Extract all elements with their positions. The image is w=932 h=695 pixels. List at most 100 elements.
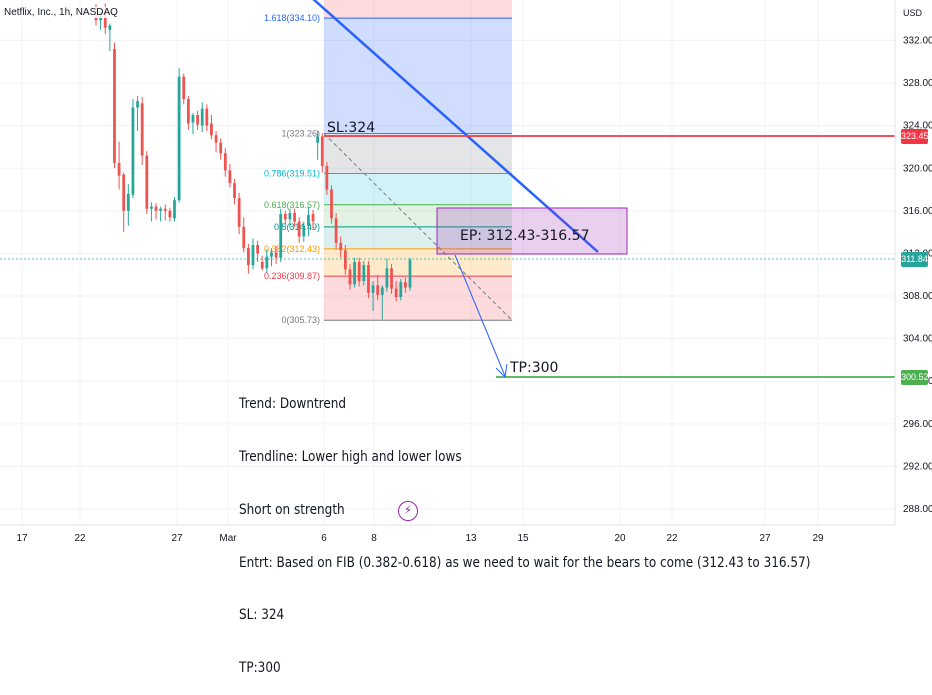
current-price-badge: 311.84 <box>901 252 928 267</box>
candle-body <box>265 256 269 269</box>
candle-body <box>380 287 384 295</box>
candle-body <box>200 108 204 126</box>
candle-body <box>293 212 296 222</box>
candle-body <box>357 261 361 282</box>
candle-body <box>348 269 352 285</box>
candle-body <box>367 265 370 293</box>
drawings[interactable]: SL:324 EP: 312.43-316.57 TP:300 <box>0 0 895 379</box>
candle-body <box>246 248 250 266</box>
x-tick-label: 22 <box>666 533 678 544</box>
x-tick-label: 29 <box>812 533 824 544</box>
candle-body <box>302 225 306 237</box>
candle-body <box>103 10 107 28</box>
candle-body <box>408 259 412 288</box>
fib-zone <box>324 204 512 227</box>
candle-body <box>316 136 320 143</box>
candle-body <box>371 285 375 293</box>
candle-body <box>256 244 260 254</box>
projection-arrow-head <box>495 363 508 379</box>
price-chart[interactable]: 1.618(334.10) 1(323.26) 0.786(319.51) 0.618… <box>0 0 932 550</box>
x-tick-label: Mar <box>219 533 237 544</box>
candle-body <box>205 108 209 126</box>
candle-body <box>297 221 301 237</box>
candle-body <box>233 183 236 199</box>
candle-body <box>182 76 186 100</box>
projection-arrow-line[interactable] <box>454 254 506 377</box>
fib-trend-line <box>323 133 513 321</box>
entry-zone-box[interactable] <box>436 207 628 255</box>
fib-zone <box>324 173 512 205</box>
candle-body <box>339 242 343 251</box>
currency-label: USD <box>903 8 923 18</box>
y-tick-label: 304.00 <box>903 334 932 345</box>
candle-body <box>237 198 241 227</box>
candle-body <box>279 214 283 258</box>
candle-body <box>186 99 190 124</box>
candle-body <box>177 76 181 201</box>
note-line: SL: 324 <box>239 607 285 624</box>
y-tick-label: 320.00 <box>903 163 932 174</box>
candle-body <box>150 206 153 209</box>
candle-body <box>228 170 232 184</box>
fib-zone <box>324 18 512 134</box>
sl-label: SL:324 <box>327 120 375 136</box>
candle-body <box>140 103 144 156</box>
candle-body <box>362 265 366 282</box>
candle-body <box>168 210 172 218</box>
candle-body <box>403 282 407 288</box>
fib-level-label: 0.382(312.43) <box>264 244 320 254</box>
lightning-icon[interactable]: ⚡ <box>398 501 418 521</box>
candle-body <box>334 218 338 243</box>
candle-body <box>191 115 195 123</box>
y-tick-label: 332.00 <box>903 35 932 46</box>
y-axis-background <box>895 0 932 550</box>
trade-notes: Trend: Downtrend Trendline: Lower high a… <box>239 361 810 695</box>
candle-body <box>270 252 273 257</box>
candle-body <box>113 48 116 163</box>
candle-body <box>159 208 163 211</box>
candle-body <box>126 193 130 211</box>
note-line: Trendline: Lower high and lower lows <box>239 448 462 465</box>
candle-body <box>219 142 223 154</box>
note-line: Short on strength <box>239 501 345 518</box>
candle-body <box>108 25 112 30</box>
fib-level-label: 0.5(314.49) <box>274 222 320 232</box>
x-tick-label: 27 <box>171 533 183 544</box>
y-tick-label: 316.00 <box>903 206 932 217</box>
candle-body <box>311 214 315 222</box>
fib-level-label: 0.618(316.57) <box>264 200 320 210</box>
tp-label: TP:300 <box>509 360 558 376</box>
candle-body <box>394 288 398 298</box>
candle-body <box>242 226 246 249</box>
fib-level-label: 1(323.26) <box>281 129 320 139</box>
candle-body <box>117 162 121 176</box>
candle-body <box>173 200 176 219</box>
symbol-title[interactable]: Netflix, Inc., 1h, NASDAQ <box>4 7 118 18</box>
candle-body <box>330 189 333 219</box>
x-tick-label: 13 <box>465 533 477 544</box>
entry-zone-label: EP: 312.43-316.57 <box>460 228 589 244</box>
x-tick-label: 20 <box>614 533 626 544</box>
fib-zone <box>324 133 512 174</box>
candle-body <box>390 268 393 289</box>
y-tick-label: 292.00 <box>903 461 932 472</box>
fib-level-label: 1.618(334.10) <box>264 13 320 23</box>
candle-body <box>376 285 380 295</box>
candle-body <box>283 214 287 220</box>
note-line: Entrt: Based on FIB (0.382-0.618) as we … <box>239 554 811 571</box>
candle-body <box>214 135 218 143</box>
sl-price-badge: 323.45 <box>901 129 929 144</box>
candle-body <box>274 252 278 258</box>
grid <box>0 0 895 525</box>
x-tick-label: 17 <box>16 533 28 544</box>
x-axis-background <box>0 525 932 550</box>
candle-body <box>325 166 329 190</box>
candle-body <box>251 244 255 266</box>
candle-body <box>145 155 149 209</box>
trendline[interactable] <box>312 0 599 253</box>
y-tick-label: 296.00 <box>903 419 932 430</box>
candle-body <box>163 208 167 211</box>
candle-body <box>223 153 227 171</box>
x-tick-label: 6 <box>321 533 327 544</box>
fib-extension-zone <box>324 0 512 19</box>
